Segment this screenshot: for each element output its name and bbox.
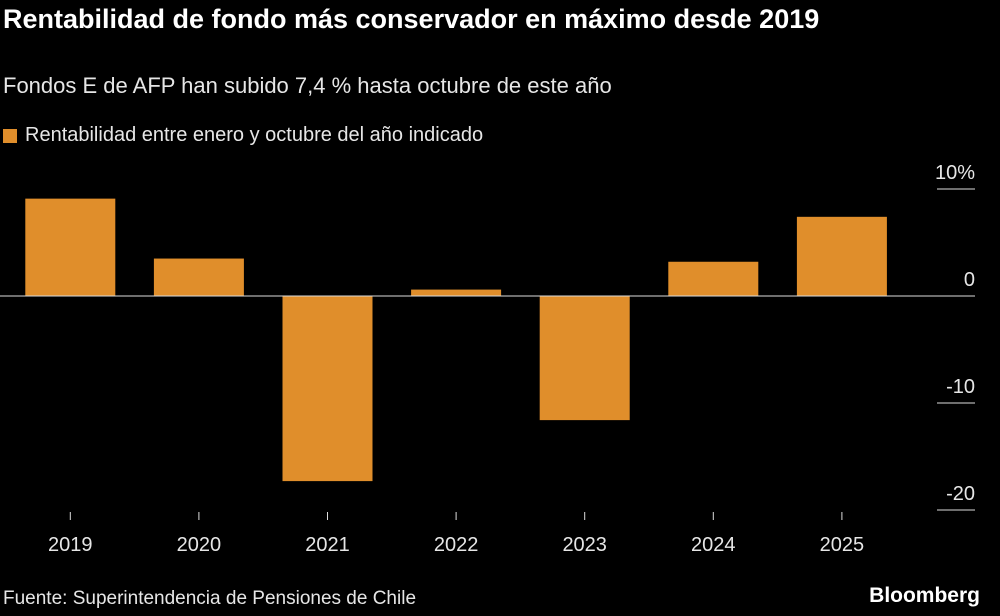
- source: Fuente: Superintendencia de Pensiones de…: [3, 588, 417, 609]
- bar: [539, 296, 630, 421]
- y-tick-label: -10: [946, 376, 975, 398]
- y-tick-label: 0: [964, 269, 975, 291]
- chart-title: Rentabilidad de fondo más conservador en…: [3, 4, 820, 34]
- x-tick-label: 2021: [305, 534, 350, 556]
- x-tick-label: 2022: [434, 534, 479, 556]
- bar: [411, 289, 502, 296]
- x-tick-label: 2019: [48, 534, 93, 556]
- x-tick-label: 2020: [177, 534, 222, 556]
- y-tick-label: 10%: [935, 162, 975, 184]
- bar: [668, 261, 759, 296]
- x-tick-label: 2024: [691, 534, 736, 556]
- chart: 10% 0 -10 -20 2019 2020 2021 2022 2023 2024 2025: [0, 162, 975, 556]
- legend-label: Rentabilidad entre enero y octubre del a…: [25, 124, 484, 146]
- bar: [153, 258, 244, 296]
- bar: [796, 216, 887, 296]
- x-tick-label: 2023: [562, 534, 607, 556]
- bar: [282, 296, 373, 482]
- x-tick-label: 2025: [820, 534, 865, 556]
- bar: [25, 198, 116, 296]
- credit: Bloomberg: [869, 584, 980, 607]
- legend: Rentabilidad entre enero y octubre del a…: [3, 124, 483, 147]
- legend-swatch: [3, 128, 17, 143]
- chart-subtitle: Fondos E de AFP han subido 7,4 % hasta o…: [3, 73, 612, 98]
- y-tick-label: -20: [946, 483, 975, 505]
